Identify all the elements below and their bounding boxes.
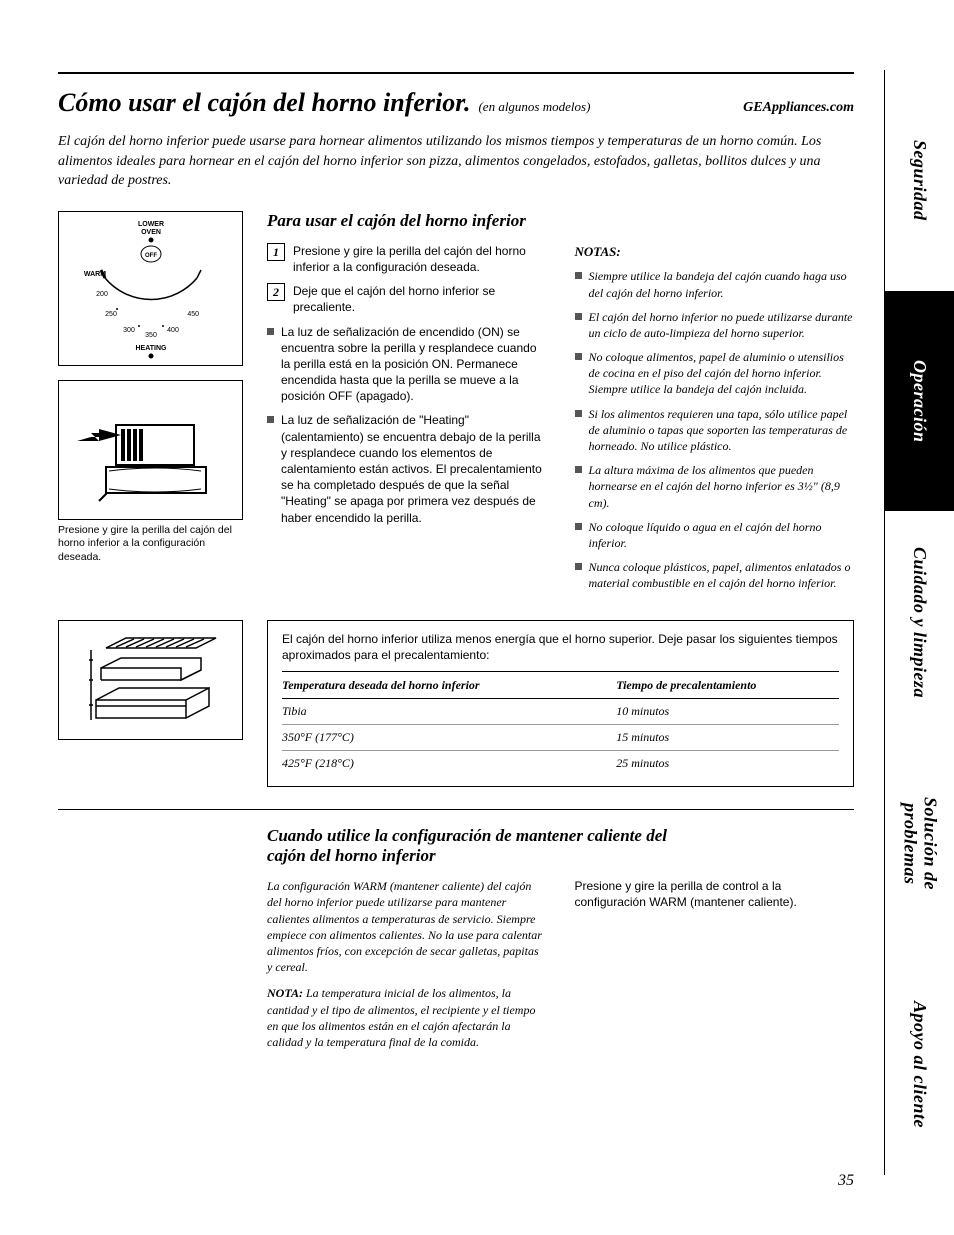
svg-text:HEATING: HEATING [135,345,167,352]
note-text: El cajón del horno inferior no puede uti… [589,309,855,341]
warm-paragraph: La configuración WARM (mantener caliente… [267,878,547,975]
table-cell: 10 minutos [616,699,839,725]
step-text: Presione y gire la perilla del cajón del… [293,243,547,275]
note-text: Si los alimentos requieren una tapa, sól… [589,406,855,455]
section-2-title: Cuando utilice la configuración de mante… [267,826,687,866]
svg-text:200: 200 [96,291,108,298]
step-num-icon: 1 [267,243,285,261]
exploded-illustration [58,620,243,740]
bullet-item: La luz de señalización de encendido (ON)… [267,324,547,405]
left-column: LOWER OVEN OFF WARM 200 250 300 350 [58,211,243,600]
sidebar-tab[interactable]: Solución de problemas [885,734,954,955]
note-item: No coloque líquido o agua en el cajón de… [575,519,855,551]
square-bullet-icon [575,272,582,279]
svg-text:300: 300 [123,327,135,334]
page-content: Cómo usar el cajón del horno inferior. (… [0,0,884,1235]
svg-text:OFF: OFF [145,253,157,259]
table-cell: Tibia [282,699,616,725]
warm-note: NOTA: La temperatura inicial de los alim… [267,985,547,1050]
note-text: Siempre utilice la bandeja del cajón cua… [589,268,855,300]
section-divider [58,809,854,810]
steps-column: 1 Presione y gire la perilla del cajón d… [267,243,547,600]
svg-text:350: 350 [145,332,157,339]
note-item: Si los alimentos requieren una tapa, sól… [575,406,855,455]
svg-text:450: 450 [187,311,199,318]
note-item: El cajón del horno inferior no puede uti… [575,309,855,341]
nota-label: NOTA: [267,986,303,1000]
table-cell: 15 minutos [616,725,839,751]
tab-label: Cuidado y limpieza [909,547,930,698]
square-bullet-icon [575,523,582,530]
warm-col-left: La configuración WARM (mantener caliente… [267,878,547,1060]
sidebar-tab[interactable]: Apoyo al cliente [885,955,954,1175]
bullet-item: La luz de señalización de "Heating" (cal… [267,412,547,525]
note-text: No coloque líquido o agua en el cajón de… [589,519,855,551]
table-row: El cajón del horno inferior utiliza meno… [58,620,854,788]
right-column: Para usar el cajón del horno inferior 1 … [267,211,854,600]
tab-label: Solución de problemas [900,797,940,890]
warm-instruction: Presione y gire la perilla de control a … [575,878,855,910]
preheat-table: Temperatura deseada del horno inferior T… [282,671,839,776]
notes-column: NOTAS: Siempre utilice la bandeja del ca… [575,243,855,600]
nota-text: La temperatura inicial de los alimentos,… [267,986,535,1049]
table-row: 350°F (177°C)15 minutos [282,725,839,751]
note-item: La altura máxima de los alimentos que pu… [575,462,855,511]
step-num-icon: 2 [267,283,285,301]
square-bullet-icon [575,563,582,570]
table-header: Tiempo de precalentamiento [616,671,839,698]
drawer-illustration [58,380,243,520]
tab-label: Apoyo al cliente [909,1001,930,1128]
note-item: No coloque alimentos, papel de aluminio … [575,349,855,398]
header-url: GEAppliances.com [743,100,854,116]
note-item: Nunca coloque plásticos, papel, alimento… [575,559,855,591]
square-bullet-icon [575,466,582,473]
step-2: 2 Deje que el cajón del horno inferior s… [267,283,547,315]
table-cell: 25 minutos [616,751,839,777]
page-title: Cómo usar el cajón del horno inferior. [58,88,470,118]
step-1: 1 Presione y gire la perilla del cajón d… [267,243,547,275]
tab-label: Operación [909,360,930,443]
sidebar-tab[interactable]: Operación [885,291,954,512]
table-header: Temperatura deseada del horno inferior [282,671,616,698]
square-bullet-icon [575,313,582,320]
svg-text:WARM: WARM [83,271,105,278]
table-intro: El cajón del horno inferior utiliza meno… [282,631,839,663]
table-cell: 350°F (177°C) [282,725,616,751]
step-text: Deje que el cajón del horno inferior se … [293,283,547,315]
intro-paragraph: El cajón del horno inferior puede usarse… [58,132,854,191]
note-text: No coloque alimentos, papel de aluminio … [589,349,855,398]
header-bar: Cómo usar el cajón del horno inferior. (… [58,72,854,118]
square-bullet-icon [575,410,582,417]
square-bullet-icon [267,416,274,423]
preheat-table-box: El cajón del horno inferior utiliza meno… [267,620,854,788]
sidebar-tab[interactable]: Seguridad [885,70,954,291]
note-item: Siempre utilice la bandeja del cajón cua… [575,268,855,300]
page-subtitle: (en algunos modelos) [478,99,590,115]
note-text: La altura máxima de los alimentos que pu… [589,462,855,511]
illustration-caption: Presione y gire la perilla del cajón del… [58,524,243,565]
tab-label: Seguridad [909,140,930,221]
table-row: 425°F (218°C)25 minutos [282,751,839,777]
sidebar-tab[interactable]: Cuidado y limpieza [885,512,954,733]
section-1: LOWER OVEN OFF WARM 200 250 300 350 [58,211,854,600]
dial-illustration: LOWER OVEN OFF WARM 200 250 300 350 [58,211,243,366]
section-1-title: Para usar el cajón del horno inferior [267,211,854,231]
notes-heading: NOTAS: [575,243,855,261]
sidebar-tabs: Seguridad Operación Cuidado y limpieza Solu… [884,70,954,1175]
svg-text:LOWER: LOWER [137,221,163,228]
svg-text:250: 250 [105,311,117,318]
svg-text:OVEN: OVEN [141,229,161,236]
square-bullet-icon [575,353,582,360]
table-row: Tibia10 minutos [282,699,839,725]
warm-col-right: Presione y gire la perilla de control a … [575,878,855,1060]
bullet-text: La luz de señalización de encendido (ON)… [281,324,547,405]
page-number: 35 [838,1172,854,1190]
square-bullet-icon [267,328,274,335]
svg-text:400: 400 [167,327,179,334]
note-text: Nunca coloque plásticos, papel, alimento… [589,559,855,591]
section-2: Cuando utilice la configuración de mante… [58,826,854,1060]
bullet-text: La luz de señalización de "Heating" (cal… [281,412,547,525]
table-cell: 425°F (218°C) [282,751,616,777]
